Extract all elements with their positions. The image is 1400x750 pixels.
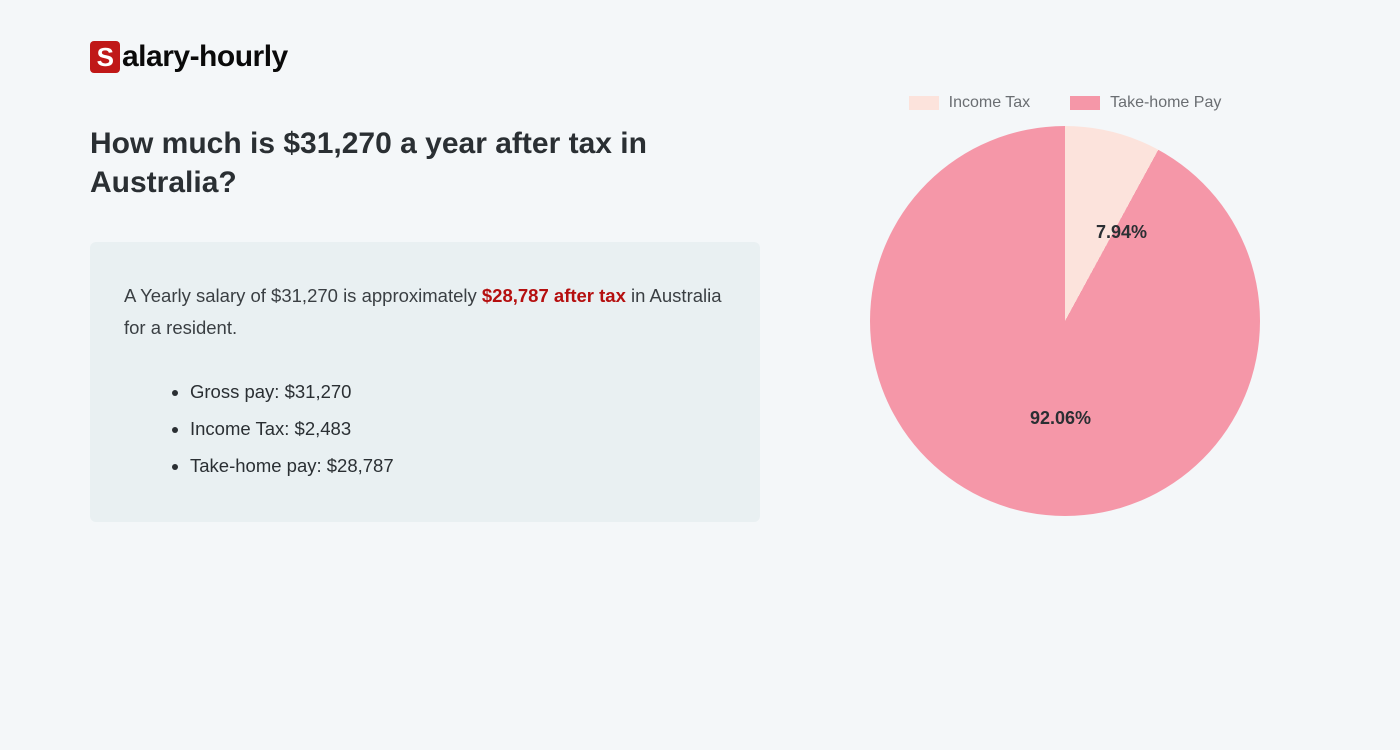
right-column: Income Tax Take-home Pay 7.94% 92.06% xyxy=(820,94,1310,522)
summary-text: A Yearly salary of $31,270 is approximat… xyxy=(124,280,726,345)
site-logo: Salary-hourly xyxy=(90,40,1310,74)
page-title: How much is $31,270 a year after tax in … xyxy=(90,124,760,202)
bullet-takehome: Take-home pay: $28,787 xyxy=(190,447,726,484)
legend-swatch-takehome xyxy=(1070,96,1100,110)
bullet-gross: Gross pay: $31,270 xyxy=(190,373,726,410)
slice-label-takehome: 92.06% xyxy=(1030,408,1091,429)
pie-circle xyxy=(870,126,1260,516)
main-content: How much is $31,270 a year after tax in … xyxy=(90,124,1310,522)
summary-prefix: A Yearly salary of $31,270 is approximat… xyxy=(124,285,482,306)
summary-box: A Yearly salary of $31,270 is approximat… xyxy=(90,242,760,522)
logo-text: alary-hourly xyxy=(122,40,288,74)
bullet-tax: Income Tax: $2,483 xyxy=(190,410,726,447)
legend-label-tax: Income Tax xyxy=(949,94,1031,112)
chart-legend: Income Tax Take-home Pay xyxy=(820,94,1310,112)
slice-label-tax: 7.94% xyxy=(1096,222,1147,243)
logo-badge: S xyxy=(90,41,120,73)
summary-bullets: Gross pay: $31,270 Income Tax: $2,483 Ta… xyxy=(124,373,726,484)
left-column: How much is $31,270 a year after tax in … xyxy=(90,124,760,522)
summary-highlight: $28,787 after tax xyxy=(482,285,626,306)
legend-item-tax: Income Tax xyxy=(909,94,1031,112)
legend-swatch-tax xyxy=(909,96,939,110)
pie-chart: 7.94% 92.06% xyxy=(870,126,1260,516)
legend-label-takehome: Take-home Pay xyxy=(1110,94,1221,112)
legend-item-takehome: Take-home Pay xyxy=(1070,94,1221,112)
